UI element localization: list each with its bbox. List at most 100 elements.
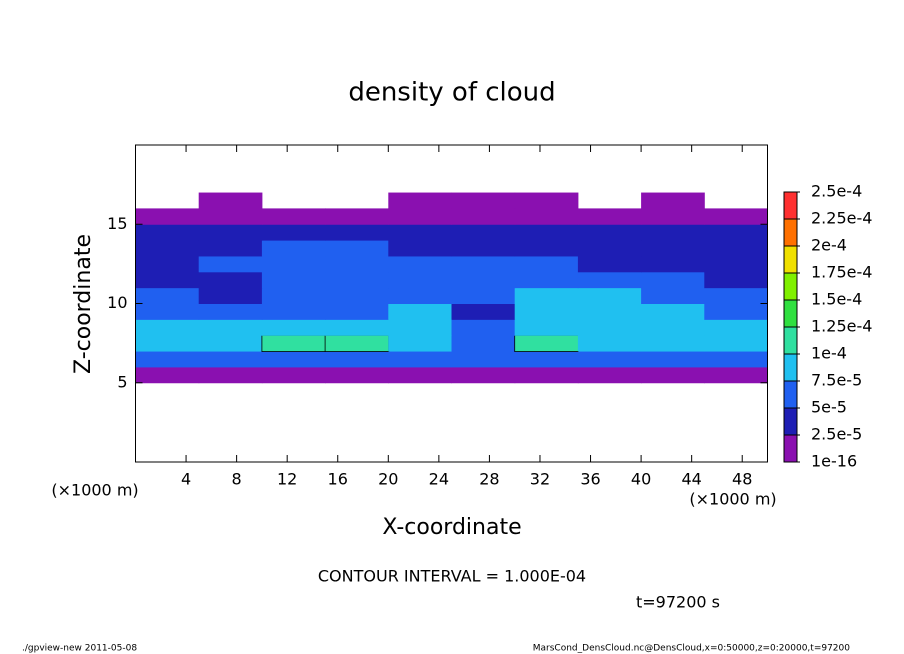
cell (704, 240, 768, 257)
cell (514, 271, 579, 289)
cell (261, 303, 326, 320)
cell (325, 351, 389, 368)
colorbar-label: 1.5e-4 (811, 290, 862, 309)
cell (388, 335, 452, 352)
cell (325, 255, 389, 273)
cell (514, 192, 579, 209)
x-tick-label: 8 (232, 470, 242, 489)
cell (514, 287, 579, 304)
cell (198, 192, 263, 209)
footer-right: MarsCond_DensCloud.nc@DensCloud,x=0:5000… (533, 644, 850, 654)
colorbar-segment (784, 381, 797, 408)
colorbar-label: 1e-16 (811, 452, 857, 471)
colorbar-label: 2.5e-4 (811, 182, 862, 201)
cell (388, 287, 452, 304)
x-tick-label: 28 (479, 470, 499, 489)
cell (198, 271, 263, 289)
x-unit-label: (×1000 m) (689, 490, 776, 509)
cell (261, 271, 326, 289)
cell (514, 208, 579, 225)
cell (198, 303, 263, 320)
y-tick-label: 15 (107, 214, 127, 233)
cell (261, 255, 326, 273)
x-tick-label: 40 (631, 470, 651, 489)
cell (577, 208, 642, 225)
cell (388, 192, 452, 209)
cell (388, 255, 452, 273)
x-tick-label: 16 (328, 470, 348, 489)
cell (577, 303, 642, 320)
cell (514, 303, 579, 320)
cell (577, 255, 642, 273)
x-tick-label: 48 (732, 470, 752, 489)
cell (704, 303, 768, 320)
cell (325, 319, 389, 336)
cell (198, 287, 263, 304)
colorbar-segment (784, 327, 797, 354)
cell (325, 271, 389, 289)
cell (514, 366, 579, 384)
cell (325, 208, 389, 225)
cell (135, 335, 200, 352)
cell (451, 351, 516, 368)
cell (388, 271, 452, 289)
cell (641, 208, 705, 225)
cell (577, 271, 642, 289)
cell (451, 319, 516, 336)
cell (451, 303, 516, 320)
colorbar-segment (784, 273, 797, 300)
cell (641, 240, 705, 257)
cell (325, 224, 389, 241)
cell (135, 287, 200, 304)
colorbar-label: 1e-4 (811, 344, 847, 363)
cell (388, 319, 452, 336)
cell (641, 224, 705, 241)
chart-title: density of cloud (348, 78, 555, 108)
y-tick-label: 5 (117, 372, 127, 391)
cell (451, 192, 516, 209)
cell (198, 351, 263, 368)
cell (577, 351, 642, 368)
x-unit-label: (×1000 m) (51, 481, 138, 500)
cell (388, 366, 452, 384)
cell (451, 255, 516, 273)
cell (388, 351, 452, 368)
colorbar-label: 7.5e-5 (811, 371, 862, 390)
x-tick-label: 32 (530, 470, 550, 489)
cell (641, 319, 705, 336)
cell (451, 240, 516, 257)
colorbar-label: 1.75e-4 (811, 263, 872, 282)
cell (261, 287, 326, 304)
cell (641, 303, 705, 320)
cell (135, 303, 200, 320)
cell (514, 351, 579, 368)
cell (388, 303, 452, 320)
cell (135, 255, 200, 273)
cell (704, 366, 768, 384)
cell (198, 255, 263, 273)
colorbar-segment (784, 219, 797, 246)
cell (135, 271, 200, 289)
cell (641, 255, 705, 273)
cell (324, 334, 390, 352)
cell (704, 271, 768, 289)
cell (577, 366, 642, 384)
x-tick-label: 20 (378, 470, 398, 489)
cell (577, 335, 642, 352)
cell (641, 271, 705, 289)
x-axis-label: X-coordinate (382, 515, 521, 540)
cell (261, 366, 326, 384)
cell (451, 208, 516, 225)
cell (135, 240, 200, 257)
cell (135, 366, 200, 384)
cell (514, 240, 579, 257)
cell (135, 351, 200, 368)
colorbar-label: 1.25e-4 (811, 317, 872, 336)
cell (325, 366, 389, 384)
cell (261, 224, 326, 241)
cell (577, 287, 642, 304)
cell (641, 287, 705, 304)
cell (704, 335, 768, 352)
cell (261, 334, 326, 352)
